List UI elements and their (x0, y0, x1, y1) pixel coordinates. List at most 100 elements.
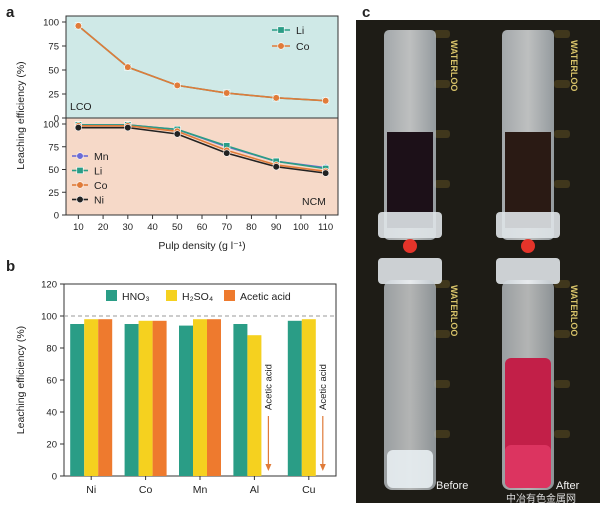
series-line-co (78, 125, 326, 173)
xtick-label: 80 (246, 222, 257, 233)
ytick-label: 100 (41, 312, 57, 323)
data-point-ni (124, 124, 132, 132)
xtick-label: Co (139, 484, 153, 496)
xtick-label: 10 (73, 222, 84, 233)
series-line-li (78, 124, 326, 170)
xtick-label: 20 (98, 222, 109, 233)
ytick-label: 80 (46, 344, 57, 355)
chart-a: 0 25 50 75 100 Li Co LCO 0 25 50 75 100 Mn Li Co Ni NCM 10… (15, 15, 339, 252)
ytick-label: 50 (48, 165, 59, 176)
subplot-label-lco: LCO (70, 101, 92, 113)
ytick-label: 20 (46, 440, 57, 451)
ytick-label: 0 (54, 114, 59, 125)
tube-before (378, 30, 442, 490)
data-point-co (124, 63, 132, 71)
data-point-co (272, 94, 280, 102)
data-point-ni (272, 163, 280, 171)
xtick-label: 100 (293, 222, 309, 233)
xtick-label: Cu (302, 484, 316, 496)
valve-before (403, 239, 417, 253)
panel-letter-c: c (362, 4, 371, 21)
before-label: Before (436, 480, 469, 492)
bar-mn-2 (207, 319, 221, 476)
xtick-label: 30 (123, 222, 134, 233)
annotation-arrow-head (265, 464, 272, 471)
ytick-label: 0 (52, 472, 57, 483)
data-point-ni (223, 149, 231, 157)
data-point-co (223, 89, 231, 97)
legend-marker-li (76, 167, 84, 175)
legend-label-li: Li (94, 166, 102, 178)
watermark: 中冶有色金属网 (506, 494, 576, 505)
series-line-co (77, 25, 326, 102)
ytick-label: 0 (54, 211, 59, 222)
legend-marker-li (277, 26, 285, 34)
data-point-co (173, 81, 181, 89)
xtick-label: 60 (197, 222, 208, 233)
brand-text-left-bottom: WATERLOO (449, 285, 459, 336)
ytick-label: 120 (41, 280, 57, 291)
data-point-co (322, 97, 330, 105)
ytick-label: 60 (46, 376, 57, 387)
subplot-background-lco (65, 15, 339, 119)
panel-letter-a: a (6, 4, 15, 21)
legend-label-2: Acetic acid (240, 291, 291, 303)
before-after-photo: WATERLOO WATERLOO WATERLOO WATERLOO Befo… (356, 20, 600, 505)
bar-al-1 (247, 335, 262, 476)
ytick-label: 25 (48, 188, 59, 199)
y-axis-label: Leaching efficiency (%) (15, 61, 27, 169)
xtick-label: Ni (86, 484, 96, 496)
x-axis-label: Pulp density (g l⁻¹) (158, 240, 245, 252)
bar-cu-0 (287, 320, 302, 476)
annotation-acetic-acid: Acetic acid (263, 364, 274, 410)
panel-letter-b: b (6, 258, 16, 275)
ytick-label: 50 (48, 66, 59, 77)
ytick-label: 100 (43, 18, 59, 29)
legend-swatch-2 (224, 290, 235, 301)
ytick-label: 75 (48, 42, 59, 53)
ytick-label: 25 (48, 90, 59, 101)
chart-b: 0 20 40 60 80 100 120 Ni Co Mn Al Cu Acetic acid Acet… (15, 280, 337, 496)
bar-co-0 (124, 324, 139, 476)
xtick-label: 90 (271, 222, 282, 233)
legend-label-mn: Mn (94, 151, 109, 163)
annotation-arrow-head (319, 464, 326, 471)
bar-ni-1 (84, 319, 99, 476)
legend-swatch-1 (166, 290, 177, 301)
subplot-label-ncm: NCM (302, 196, 326, 208)
data-point-ni (74, 124, 82, 132)
ytick-label: 75 (48, 142, 59, 153)
subplot-background-ncm (65, 117, 339, 216)
bar-cu-1 (301, 319, 316, 476)
bar-al-0 (233, 324, 248, 476)
bar-mn-1 (193, 319, 207, 476)
xtick-label: Al (250, 484, 259, 496)
tube-after (496, 30, 560, 490)
after-label: After (556, 480, 580, 492)
legend-marker-co (277, 42, 285, 50)
legend-label-co: Co (296, 41, 310, 53)
legend-marker-co (76, 181, 84, 189)
series-line-ni (78, 126, 326, 174)
data-point-co (74, 22, 82, 30)
brand-text-left-top: WATERLOO (449, 40, 459, 91)
legend-marker-ni (76, 195, 84, 204)
bar-ni-0 (70, 324, 85, 476)
legend-marker-mn (76, 152, 84, 160)
xtick-label: 50 (172, 222, 183, 233)
photo-illustration: WATERLOO WATERLOO WATERLOO WATERLOO (356, 20, 600, 503)
valve-after (521, 239, 535, 253)
ytick-label: 40 (46, 408, 57, 419)
xtick-label: Mn (193, 484, 208, 496)
brand-text-right-top: WATERLOO (569, 40, 579, 91)
ytick-label: 100 (43, 120, 59, 131)
y-axis-label: Leaching efficiency (%) (15, 326, 27, 434)
xtick-label: 40 (147, 222, 158, 233)
bar-co-2 (152, 320, 167, 476)
legend-label-co: Co (94, 180, 108, 192)
xtick-label: 110 (318, 222, 333, 233)
brand-text-right-bottom: WATERLOO (569, 285, 579, 336)
data-point-ni (173, 130, 181, 138)
bar-co-1 (138, 320, 153, 476)
legend-label-0: HNO₃ (122, 291, 150, 303)
